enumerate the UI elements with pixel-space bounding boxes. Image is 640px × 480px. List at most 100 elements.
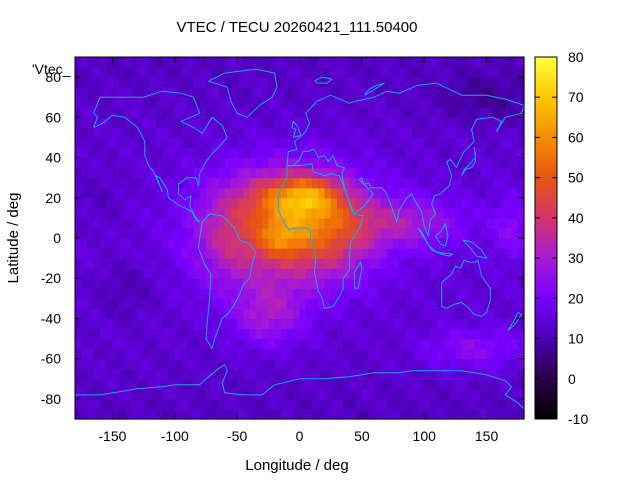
heat-cell <box>124 107 132 118</box>
heat-cell <box>442 338 450 350</box>
heat-cell <box>499 268 506 279</box>
heat-cell <box>224 127 232 139</box>
heat-cell <box>349 137 357 149</box>
heat-cell <box>474 378 481 390</box>
heat-cell <box>137 368 145 380</box>
heat-cell <box>193 127 201 139</box>
heat-cell <box>243 57 251 68</box>
heat-cell <box>336 207 344 219</box>
heat-cell <box>299 288 307 299</box>
heat-cell <box>81 147 89 159</box>
heat-cell <box>349 378 357 390</box>
heat-cell <box>99 57 107 68</box>
heat-cell <box>268 97 276 108</box>
heat-cell <box>124 77 132 88</box>
heat-cell <box>137 207 145 219</box>
heat-cell <box>106 57 114 68</box>
heat-cell <box>156 358 163 370</box>
heat-cell <box>436 348 444 360</box>
heat-cell <box>343 147 350 159</box>
heat-cell <box>424 368 432 380</box>
heat-cell <box>293 388 301 400</box>
heat-cell <box>449 278 457 289</box>
heat-cell <box>156 137 163 149</box>
heat-cell <box>268 398 276 410</box>
heat-cell <box>124 368 132 380</box>
heat-cell <box>436 398 444 410</box>
heat-cell <box>499 248 506 259</box>
heat-cell <box>230 117 238 128</box>
heat-cell <box>399 328 407 340</box>
heat-cell <box>224 167 232 179</box>
heat-cell <box>436 338 444 350</box>
heat-cell <box>149 87 157 98</box>
heat-cell <box>118 137 126 149</box>
heat-cell <box>474 248 481 259</box>
heat-cell <box>156 217 163 229</box>
colorbar-tick-label: 20 <box>568 290 584 306</box>
heat-cell <box>361 388 369 400</box>
heat-cell <box>480 388 488 400</box>
heat-cell <box>486 358 494 370</box>
heat-cell <box>405 147 413 159</box>
heat-cell <box>311 378 319 390</box>
heat-cell <box>237 328 244 340</box>
heat-cell <box>106 398 114 410</box>
x-tick-label: -50 <box>227 428 247 444</box>
coast-borneo <box>434 223 449 247</box>
heat-cell <box>299 308 307 320</box>
heat-cell <box>249 147 257 159</box>
heat-cell <box>205 97 213 108</box>
heat-cell <box>474 227 481 239</box>
heat-cell <box>355 107 363 118</box>
heat-cell <box>499 368 506 380</box>
heat-cell <box>499 147 506 159</box>
heat-cell <box>293 147 301 159</box>
heat-cell <box>75 368 82 380</box>
heat-cell <box>230 378 238 390</box>
heat-cell <box>492 127 500 139</box>
heat-cell <box>268 207 276 219</box>
heat-cell <box>455 378 463 390</box>
heat-cell <box>393 67 400 78</box>
heat-cell <box>212 268 220 279</box>
heat-cell <box>187 268 195 279</box>
heat-cell <box>187 308 195 320</box>
heat-cell <box>299 57 307 68</box>
heat-cell <box>162 77 170 88</box>
heat-cell <box>274 248 282 259</box>
heat-cell <box>106 238 114 249</box>
heat-cell <box>411 177 419 189</box>
heat-cell <box>405 278 413 289</box>
heat-cell <box>212 298 220 309</box>
heat-cell <box>255 107 263 118</box>
heat-cell <box>455 167 463 179</box>
heat-cell <box>374 308 382 320</box>
heat-cell <box>143 408 151 420</box>
heat-cell <box>112 278 120 289</box>
heat-cell <box>274 388 282 400</box>
heat-cell <box>112 157 120 169</box>
heat-cell <box>393 97 400 108</box>
heat-cell <box>249 207 257 219</box>
heat-cell <box>199 258 207 269</box>
heat-cell <box>368 57 375 68</box>
heat-cell <box>112 207 120 219</box>
heat-cell <box>218 358 226 370</box>
heat-cell <box>75 328 82 340</box>
heat-cell <box>243 408 251 420</box>
heat-cell <box>424 147 432 159</box>
heat-cell <box>492 167 500 179</box>
heat-cell <box>336 348 344 360</box>
heat-cell <box>99 368 107 380</box>
heat-cell <box>93 318 101 330</box>
heat-cell <box>187 238 195 249</box>
heat-cell <box>199 278 207 289</box>
heat-cell <box>517 408 525 420</box>
heat-cell <box>399 248 407 259</box>
heat-cell <box>143 167 151 179</box>
heat-cell <box>511 157 519 169</box>
heat-cell <box>380 368 388 380</box>
heat-cell <box>305 127 313 139</box>
heat-cell <box>480 57 488 68</box>
